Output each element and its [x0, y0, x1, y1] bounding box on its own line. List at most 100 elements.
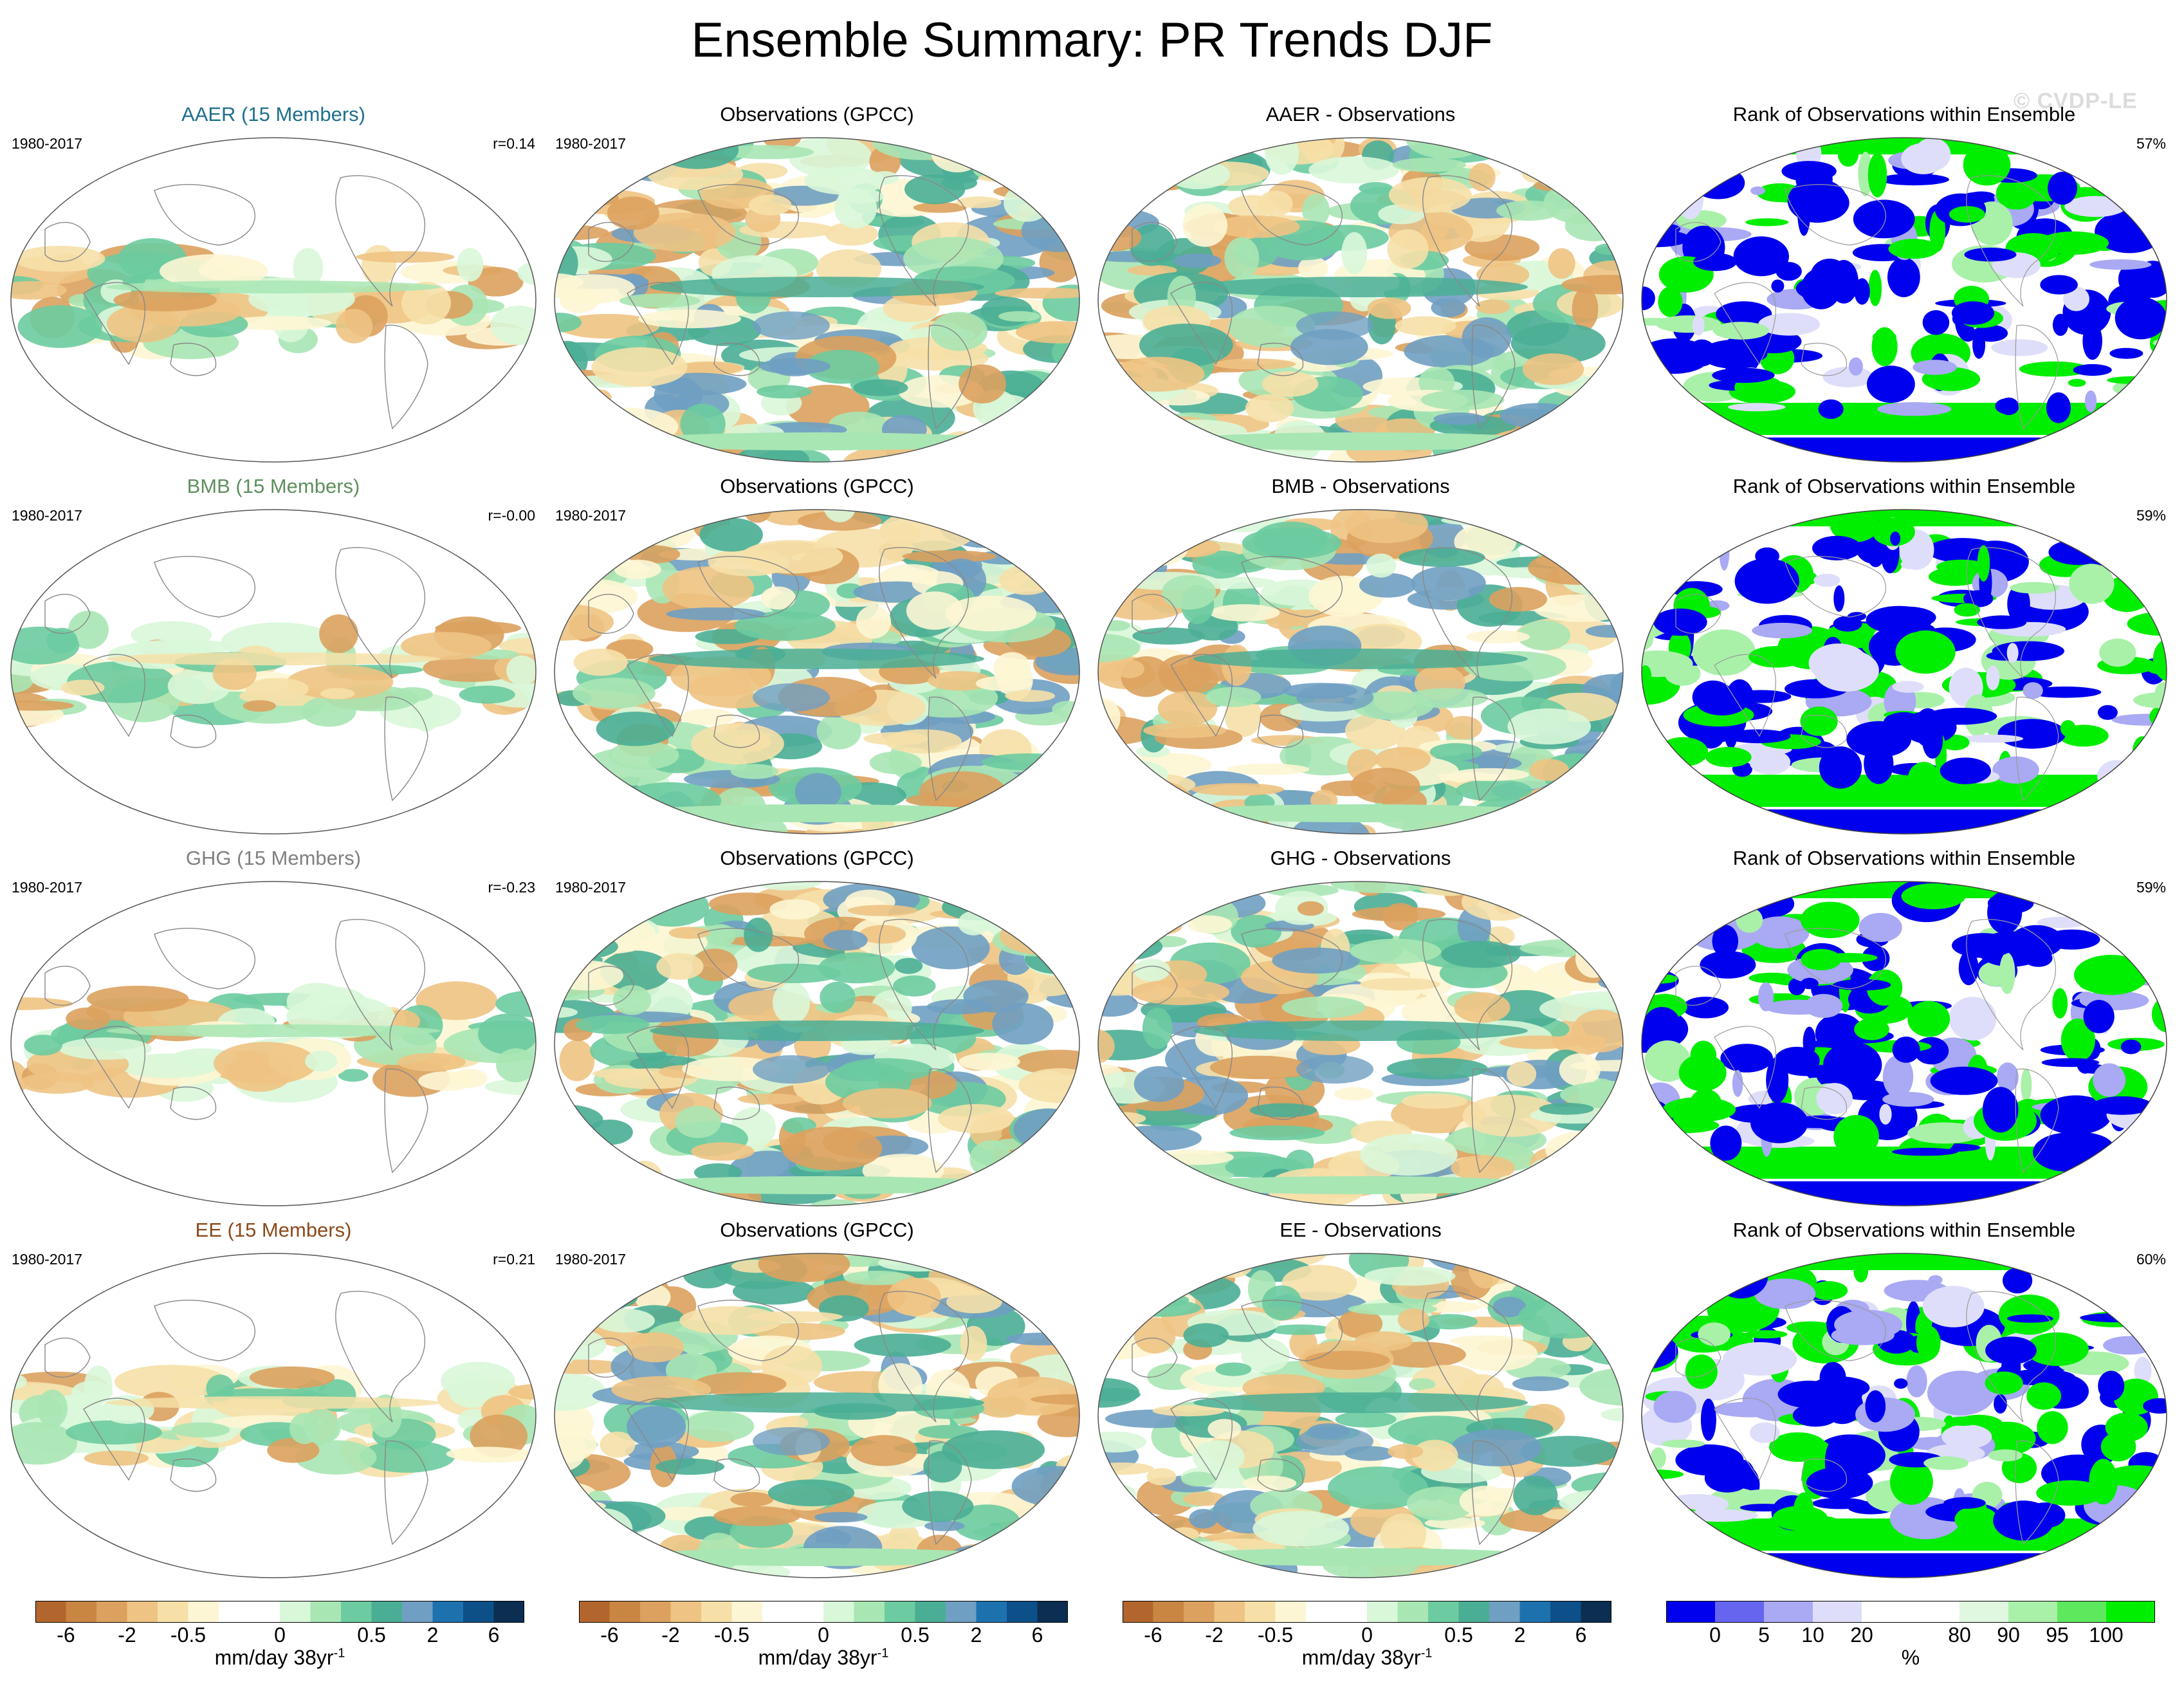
panel-ensemble-row-1: AAER (15 Members) 1980-2017 r=0.14 [6, 103, 540, 474]
colorbar-swatch [1123, 1601, 1153, 1623]
colorbar-swatch [1764, 1601, 1813, 1623]
rank-percent-label: 59% [2136, 879, 2166, 896]
colorbar-unit-label: % [1901, 1646, 1920, 1669]
panel-diff-row-1: AAER - Observations [1094, 103, 1628, 474]
rank-colorbar: 0 5 10 20 80 90 95 100% [1666, 1601, 2155, 1684]
trend-map [10, 137, 537, 463]
panel-diff-row-3: GHG - Observations [1094, 847, 1628, 1217]
trend-colorbar: -6 -2 -0.5 0 0.5 2 6 mm/day 38yr-1 [579, 1601, 1068, 1684]
colorbar-swatch [1489, 1601, 1520, 1623]
colorbar-swatch [1245, 1601, 1276, 1623]
correlation-label: r=-0.00 [488, 507, 535, 524]
trend-map [1097, 137, 1624, 463]
colorbar-swatch [731, 1601, 763, 1623]
trend-map [554, 881, 1080, 1206]
colorbar-swatch [341, 1601, 372, 1623]
colorbar-tick-label: -6 [1144, 1623, 1162, 1646]
colorbar-swatch [1367, 1601, 1398, 1623]
colorbar-swatch [609, 1601, 641, 1623]
panel-obs-row-4: Observations (GPCC) 1980-2017 [550, 1219, 1084, 1589]
colorbar-tick-label: 5 [1758, 1623, 1770, 1646]
colorbar-swatch [1458, 1601, 1490, 1623]
colorbar-tick-label: -0.5 [170, 1623, 206, 1646]
panel-diff-row-4: EE - Observations [1094, 1219, 1628, 1589]
trend-map [554, 1253, 1080, 1578]
colorbar-swatch [1153, 1601, 1184, 1623]
trend-colorbar: -6 -2 -0.5 0 0.5 2 6 mm/day 38yr-1 [1123, 1601, 1611, 1684]
panel-rank-row-4: Rank of Observations within Ensemble 60% [1637, 1219, 2171, 1589]
period-label: 1980-2017 [12, 1251, 82, 1268]
panel-title-diff: EE - Observations [1280, 1219, 1442, 1241]
panel-title-ensemble: EE (15 Members) [195, 1219, 352, 1241]
colorbar-tick-label: -2 [118, 1623, 136, 1646]
panel-title-obs: Observations (GPCC) [720, 475, 914, 497]
colorbar-unit-label: mm/day 38yr-1 [758, 1646, 889, 1669]
trend-map [1097, 509, 1624, 835]
colorbar-swatch [823, 1601, 854, 1623]
trend-map [10, 509, 537, 835]
colorbar-swatch [66, 1601, 97, 1623]
period-label: 1980-2017 [12, 507, 82, 524]
colorbar-tick-label: 0.5 [357, 1623, 385, 1646]
panel-obs-row-3: Observations (GPCC) 1980-2017 [550, 847, 1084, 1217]
panel-title-ensemble: GHG (15 Members) [185, 847, 362, 869]
colorbar-swatch [1813, 1601, 1862, 1623]
colorbar-swatch [1184, 1601, 1215, 1623]
correlation-label: r=0.21 [493, 1251, 535, 1268]
rank-percent-label: 60% [2136, 1251, 2166, 1268]
period-label: 1980-2017 [12, 879, 82, 896]
correlation-label: r=0.14 [493, 135, 535, 152]
panel-title-obs: Observations (GPCC) [720, 847, 914, 869]
trend-map [10, 881, 537, 1206]
colorbar-swatch [1007, 1601, 1038, 1623]
trend-map [1097, 1253, 1624, 1578]
panel-title-rank: Rank of Observations within Ensemble [1732, 1219, 2076, 1241]
trend-map [1097, 881, 1624, 1206]
colorbar-swatch [640, 1601, 671, 1623]
panel-title-rank: Rank of Observations within Ensemble [1732, 847, 2076, 869]
panel-title-obs: Observations (GPCC) [720, 1219, 914, 1241]
colorbar-swatch [1911, 1601, 1960, 1623]
colorbar-tick-label: -0.5 [1258, 1623, 1293, 1646]
panel-title-obs: Observations (GPCC) [720, 103, 914, 125]
colorbar-tick-label: 6 [1032, 1623, 1043, 1646]
colorbar-swatch [1581, 1601, 1611, 1623]
colorbar-swatch [915, 1601, 946, 1623]
colorbar-tick-label: 100 [2089, 1623, 2123, 1646]
trend-colorbar: -6 -2 -0.5 0 0.5 2 6 mm/day 38yr-1 [35, 1601, 524, 1684]
colorbar-tick-label: 10 [1801, 1623, 1824, 1646]
colorbar-swatch [432, 1601, 464, 1623]
colorbar-swatch [280, 1601, 311, 1623]
colorbar-tick-label: 95 [2046, 1623, 2069, 1646]
colorbar-swatch [310, 1601, 342, 1623]
colorbar-swatch [1666, 1601, 1716, 1623]
colorbar-tick-label: -2 [1205, 1623, 1223, 1646]
colorbar-tick-label: -6 [600, 1623, 618, 1646]
colorbar-swatch [1037, 1601, 1068, 1623]
colorbar-swatch [219, 1601, 250, 1623]
colorbar-tick-label: 2 [971, 1623, 982, 1646]
colorbar-unit-label: mm/day 38yr-1 [1301, 1646, 1433, 1669]
colorbar-swatch [1397, 1601, 1429, 1623]
colorbar-swatch [1428, 1601, 1459, 1623]
colorbar-tick-label: 0 [818, 1623, 829, 1646]
panel-ensemble-row-2: BMB (15 Members) 1980-2017 r=-0.00 [6, 475, 540, 845]
colorbar-tick-label: 90 [1997, 1623, 2020, 1646]
colorbar-tick-label: 0 [274, 1623, 286, 1646]
rank-map [1641, 1253, 2167, 1578]
colorbar-tick-label: -6 [57, 1623, 75, 1646]
panel-obs-row-1: Observations (GPCC) 1980-2017 [550, 103, 1084, 474]
colorbar-tick-label: 2 [427, 1623, 439, 1646]
period-label: 1980-2017 [555, 507, 626, 524]
period-label: 1980-2017 [555, 879, 626, 896]
period-label: 1980-2017 [12, 135, 82, 152]
panel-diff-row-2: BMB - Observations [1094, 475, 1628, 845]
colorbar-swatch [885, 1601, 915, 1623]
colorbar-swatch [127, 1601, 158, 1623]
rank-percent-label: 59% [2136, 507, 2166, 524]
rank-map [1641, 881, 2167, 1206]
colorbar-swatch [976, 1601, 1007, 1623]
colorbar-swatch [1519, 1601, 1551, 1623]
colorbar-swatch [2057, 1601, 2107, 1623]
